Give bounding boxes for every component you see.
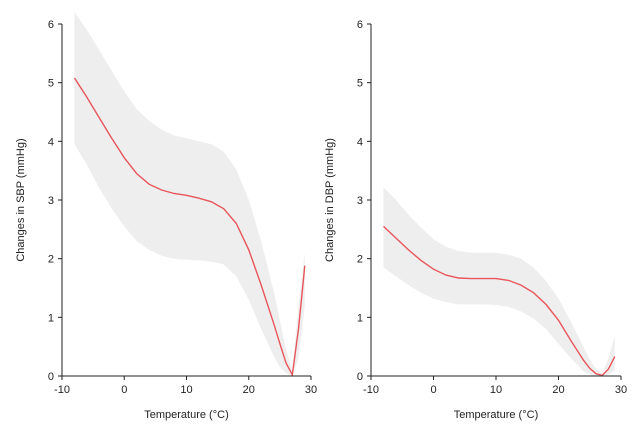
dbp-y-tick-label: 2 bbox=[357, 254, 363, 266]
dbp-y-tick-label: 1 bbox=[357, 312, 363, 324]
dbp-estimate-line bbox=[383, 225, 616, 377]
sbp-y-tick-label: 6 bbox=[48, 19, 54, 31]
dbp-x-tick-label: 10 bbox=[490, 384, 502, 396]
dbp-x-tick-label: 30 bbox=[615, 384, 627, 396]
sbp-estimate-line bbox=[73, 77, 306, 378]
sbp-y-tick-label: 3 bbox=[48, 195, 54, 207]
sbp-x-tick-label: 30 bbox=[305, 384, 317, 396]
dbp-y-tick-label: 5 bbox=[357, 78, 363, 90]
dbp-y-tick-label: 3 bbox=[357, 195, 363, 207]
sbp-y-tick-label: 4 bbox=[48, 136, 54, 148]
dbp-confidence-band bbox=[383, 187, 615, 376]
dbp-y-axis-label: Changes in DBP (mmHg) bbox=[324, 138, 336, 262]
sbp-x-axis-label: Temperature (°C) bbox=[144, 409, 228, 421]
dbp-x-tick-label: 0 bbox=[430, 384, 436, 396]
dbp-x-tick-label: 20 bbox=[552, 384, 564, 396]
sbp-x-tick-label: -10 bbox=[54, 384, 70, 396]
sbp-y-tick-label: 1 bbox=[48, 312, 54, 324]
dbp-y-tick-label: 4 bbox=[357, 136, 363, 148]
sbp-y-tick-label: 5 bbox=[48, 78, 54, 90]
sbp-confidence-band bbox=[74, 12, 305, 377]
dbp-y-tick-label: 0 bbox=[357, 371, 363, 383]
dbp-x-axis-label: Temperature (°C) bbox=[454, 409, 538, 421]
sbp-x-tick-label: 20 bbox=[243, 384, 255, 396]
sbp-x-tick-label: 10 bbox=[180, 384, 192, 396]
sbp-y-axis-label: Changes in SBP (mmHg) bbox=[15, 138, 27, 261]
dbp-x-tick-label: -10 bbox=[363, 384, 379, 396]
dbp-y-tick-label: 6 bbox=[357, 19, 363, 31]
sbp-y-tick-label: 0 bbox=[48, 371, 54, 383]
sbp-x-tick-label: 0 bbox=[121, 384, 127, 396]
sbp-y-tick-label: 2 bbox=[48, 254, 54, 266]
